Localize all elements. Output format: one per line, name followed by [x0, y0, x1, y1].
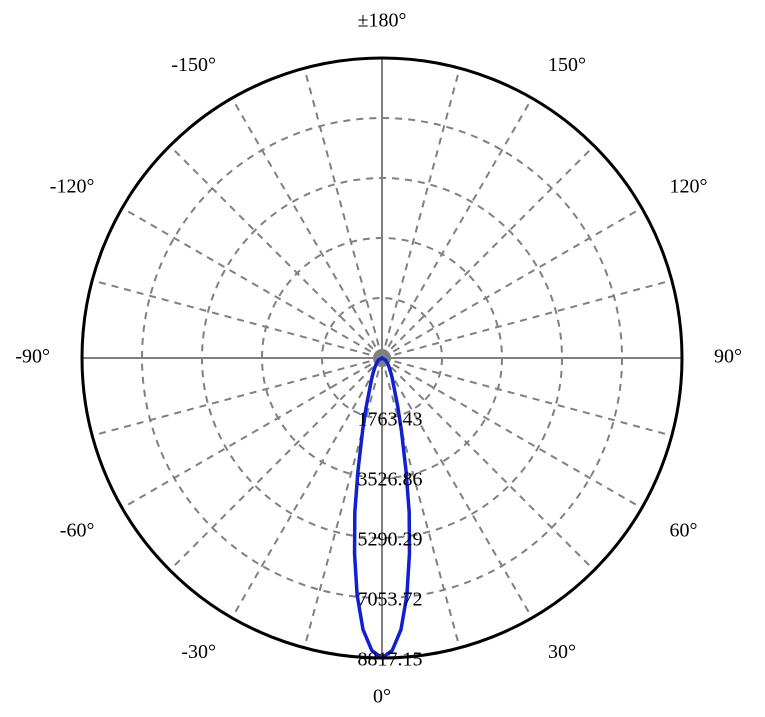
angle-label: 60°	[670, 520, 698, 542]
angle-label: -90°	[15, 346, 50, 368]
angle-label: ±180°	[358, 10, 407, 32]
radial-tick-label: 7053.72	[358, 589, 423, 611]
angle-label: 30°	[548, 641, 576, 663]
angle-label: -30°	[181, 641, 216, 663]
angle-label: 0°	[373, 686, 391, 708]
radial-tick-label: 8817.15	[358, 649, 423, 671]
angle-label: 90°	[714, 346, 742, 368]
angle-label: -150°	[171, 54, 216, 76]
angle-label: -60°	[60, 520, 95, 542]
polar-chart: 1763.43 3526.86 5290.29 7053.72 8817.15 0° 30°…	[0, 0, 765, 717]
angle-label: -120°	[50, 176, 95, 198]
radial-tick-label: 3526.86	[358, 469, 423, 491]
radial-tick-label: 5290.29	[358, 529, 423, 551]
polar-chart-svg: 1763.43 3526.86 5290.29 7053.72 8817.15 0° 30°…	[0, 0, 765, 717]
radial-tick-label: 1763.43	[358, 409, 423, 431]
angle-label: 150°	[548, 54, 586, 76]
angle-label: 120°	[670, 176, 708, 198]
